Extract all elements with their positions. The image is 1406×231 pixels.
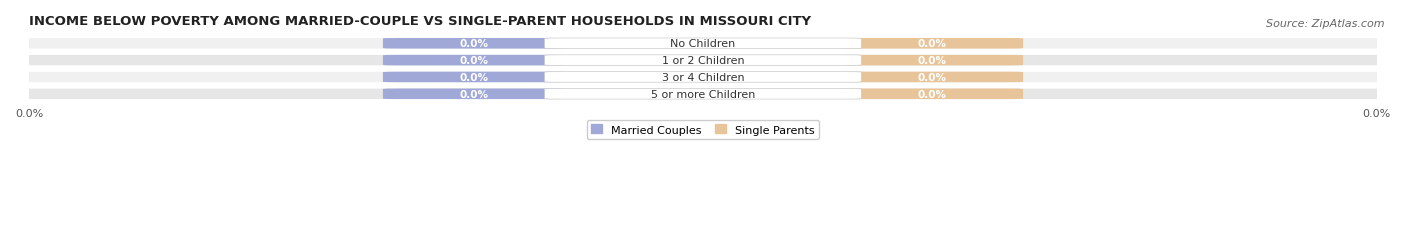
Legend: Married Couples, Single Parents: Married Couples, Single Parents bbox=[586, 120, 820, 140]
Text: No Children: No Children bbox=[671, 39, 735, 49]
FancyBboxPatch shape bbox=[8, 88, 1398, 100]
FancyBboxPatch shape bbox=[8, 71, 1398, 84]
Text: 1 or 2 Children: 1 or 2 Children bbox=[662, 56, 744, 66]
FancyBboxPatch shape bbox=[8, 38, 1398, 50]
Text: 5 or more Children: 5 or more Children bbox=[651, 89, 755, 99]
FancyBboxPatch shape bbox=[544, 56, 862, 66]
Text: 0.0%: 0.0% bbox=[918, 89, 946, 99]
Text: INCOME BELOW POVERTY AMONG MARRIED-COUPLE VS SINGLE-PARENT HOUSEHOLDS IN MISSOUR: INCOME BELOW POVERTY AMONG MARRIED-COUPL… bbox=[30, 15, 811, 28]
Text: 3 or 4 Children: 3 or 4 Children bbox=[662, 73, 744, 83]
Text: 0.0%: 0.0% bbox=[918, 73, 946, 83]
Text: 0.0%: 0.0% bbox=[460, 39, 488, 49]
FancyBboxPatch shape bbox=[382, 72, 565, 83]
FancyBboxPatch shape bbox=[544, 89, 862, 100]
FancyBboxPatch shape bbox=[841, 72, 1024, 83]
Text: 0.0%: 0.0% bbox=[918, 39, 946, 49]
Text: 0.0%: 0.0% bbox=[918, 56, 946, 66]
FancyBboxPatch shape bbox=[841, 56, 1024, 66]
FancyBboxPatch shape bbox=[544, 72, 862, 83]
Text: 0.0%: 0.0% bbox=[460, 56, 488, 66]
Text: 0.0%: 0.0% bbox=[460, 89, 488, 99]
Text: 0.0%: 0.0% bbox=[460, 73, 488, 83]
FancyBboxPatch shape bbox=[841, 39, 1024, 49]
Text: Source: ZipAtlas.com: Source: ZipAtlas.com bbox=[1267, 18, 1385, 28]
FancyBboxPatch shape bbox=[841, 89, 1024, 100]
FancyBboxPatch shape bbox=[544, 39, 862, 49]
FancyBboxPatch shape bbox=[382, 89, 565, 100]
FancyBboxPatch shape bbox=[382, 56, 565, 66]
FancyBboxPatch shape bbox=[8, 55, 1398, 67]
FancyBboxPatch shape bbox=[382, 39, 565, 49]
